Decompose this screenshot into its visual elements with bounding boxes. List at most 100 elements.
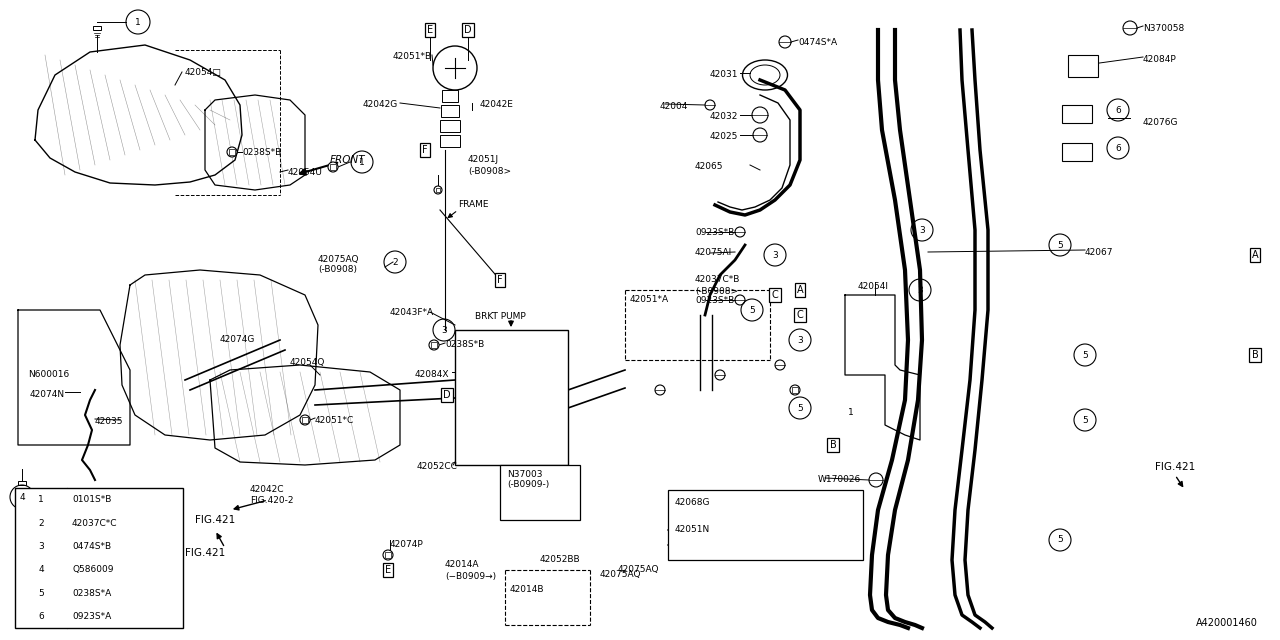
FancyBboxPatch shape xyxy=(454,330,568,465)
Text: (-B0908): (-B0908) xyxy=(317,265,357,274)
Text: 4: 4 xyxy=(19,493,24,502)
FancyBboxPatch shape xyxy=(792,387,797,393)
Text: 1: 1 xyxy=(849,408,854,417)
Circle shape xyxy=(300,415,310,425)
FancyBboxPatch shape xyxy=(500,465,580,520)
Text: 42054□: 42054□ xyxy=(186,68,221,77)
Text: N37003: N37003 xyxy=(507,470,543,479)
Text: 5: 5 xyxy=(1057,536,1062,545)
Text: 5: 5 xyxy=(1057,241,1062,250)
Text: FIG.421: FIG.421 xyxy=(186,548,225,558)
Text: (-B0909-): (-B0909-) xyxy=(507,480,549,489)
FancyBboxPatch shape xyxy=(1062,143,1092,161)
Text: 42035: 42035 xyxy=(95,417,123,426)
Text: 5: 5 xyxy=(1082,351,1088,360)
Text: A: A xyxy=(796,285,804,295)
FancyBboxPatch shape xyxy=(229,149,234,155)
FancyBboxPatch shape xyxy=(431,342,436,348)
Circle shape xyxy=(227,147,237,157)
Text: C: C xyxy=(772,290,778,300)
Text: 42065: 42065 xyxy=(695,162,723,171)
Text: 2: 2 xyxy=(38,518,44,527)
Text: 42075AQ: 42075AQ xyxy=(618,565,659,574)
Text: 5: 5 xyxy=(1082,415,1088,424)
FancyBboxPatch shape xyxy=(18,481,26,485)
Text: 42084P: 42084P xyxy=(1143,55,1176,64)
Text: 42051*A: 42051*A xyxy=(630,295,669,304)
FancyBboxPatch shape xyxy=(442,90,458,102)
Text: 1: 1 xyxy=(136,17,141,26)
Text: 0238S*B: 0238S*B xyxy=(445,340,484,349)
Text: 3: 3 xyxy=(772,250,778,259)
Text: 42075AQ: 42075AQ xyxy=(317,255,360,264)
Text: D: D xyxy=(443,390,451,400)
Text: 42052CC: 42052CC xyxy=(417,462,458,471)
Text: 0238S*A: 0238S*A xyxy=(72,589,111,598)
Text: Q586009: Q586009 xyxy=(72,565,114,574)
FancyBboxPatch shape xyxy=(442,105,460,117)
FancyBboxPatch shape xyxy=(330,164,335,170)
Text: 2: 2 xyxy=(392,257,398,266)
Text: 3: 3 xyxy=(918,285,923,294)
Text: 3: 3 xyxy=(442,326,447,335)
Circle shape xyxy=(790,385,800,395)
FancyBboxPatch shape xyxy=(440,120,460,132)
FancyBboxPatch shape xyxy=(15,488,183,628)
Text: BRKT PUMP: BRKT PUMP xyxy=(475,312,525,321)
Text: 3: 3 xyxy=(797,335,803,344)
Circle shape xyxy=(429,340,439,350)
Text: 0238S*B: 0238S*B xyxy=(242,148,282,157)
Text: D: D xyxy=(465,25,472,35)
Text: 42051*B: 42051*B xyxy=(393,52,433,61)
Circle shape xyxy=(383,550,393,560)
Text: 42054U: 42054U xyxy=(288,168,323,177)
Text: 42051*C: 42051*C xyxy=(315,416,355,425)
Text: 4: 4 xyxy=(38,565,44,574)
FancyBboxPatch shape xyxy=(1062,105,1092,123)
FancyBboxPatch shape xyxy=(385,552,390,557)
Text: 3: 3 xyxy=(919,225,925,234)
Text: 42032: 42032 xyxy=(710,112,739,121)
Text: F: F xyxy=(497,275,503,285)
Text: 6: 6 xyxy=(1115,143,1121,152)
FancyBboxPatch shape xyxy=(440,135,460,147)
Text: 42037C*B: 42037C*B xyxy=(695,275,740,284)
Text: 42052BB: 42052BB xyxy=(540,555,581,564)
Text: 42042G: 42042G xyxy=(362,100,398,109)
Text: 6: 6 xyxy=(1115,106,1121,115)
Text: 42025: 42025 xyxy=(710,132,739,141)
FancyBboxPatch shape xyxy=(435,188,440,192)
Text: E: E xyxy=(428,25,433,35)
Text: E: E xyxy=(385,565,392,575)
Circle shape xyxy=(434,186,442,194)
Text: A: A xyxy=(1252,250,1258,260)
Text: 42042E: 42042E xyxy=(480,100,513,109)
Text: 5: 5 xyxy=(749,305,755,314)
Text: F: F xyxy=(422,145,428,155)
Text: 42074N: 42074N xyxy=(29,390,65,399)
Text: FRAME: FRAME xyxy=(458,200,489,209)
Text: W170026: W170026 xyxy=(818,475,861,484)
Text: 42068G: 42068G xyxy=(675,498,710,507)
FancyBboxPatch shape xyxy=(93,26,101,31)
Text: 42075AI: 42075AI xyxy=(695,248,732,257)
Text: 42051J: 42051J xyxy=(468,155,499,164)
Text: 42076G: 42076G xyxy=(1143,118,1179,127)
Text: FIG.421: FIG.421 xyxy=(1155,462,1196,472)
Text: 3: 3 xyxy=(38,542,44,551)
Text: FIG.420-2: FIG.420-2 xyxy=(250,496,293,505)
Circle shape xyxy=(328,162,338,172)
Text: FRONT: FRONT xyxy=(330,155,366,165)
Text: 42043F*A: 42043F*A xyxy=(390,308,434,317)
Text: 42031: 42031 xyxy=(710,70,739,79)
Text: 6: 6 xyxy=(38,612,44,621)
Text: 1: 1 xyxy=(360,157,365,166)
FancyBboxPatch shape xyxy=(1068,55,1098,77)
Text: 0101S*B: 0101S*B xyxy=(72,495,111,504)
Text: 0923S*B: 0923S*B xyxy=(695,228,735,237)
Text: 42074G: 42074G xyxy=(220,335,256,344)
FancyBboxPatch shape xyxy=(302,417,307,423)
Text: 42074P: 42074P xyxy=(390,540,424,549)
Text: 0474S*B: 0474S*B xyxy=(72,542,111,551)
Text: N370058: N370058 xyxy=(1143,24,1184,33)
